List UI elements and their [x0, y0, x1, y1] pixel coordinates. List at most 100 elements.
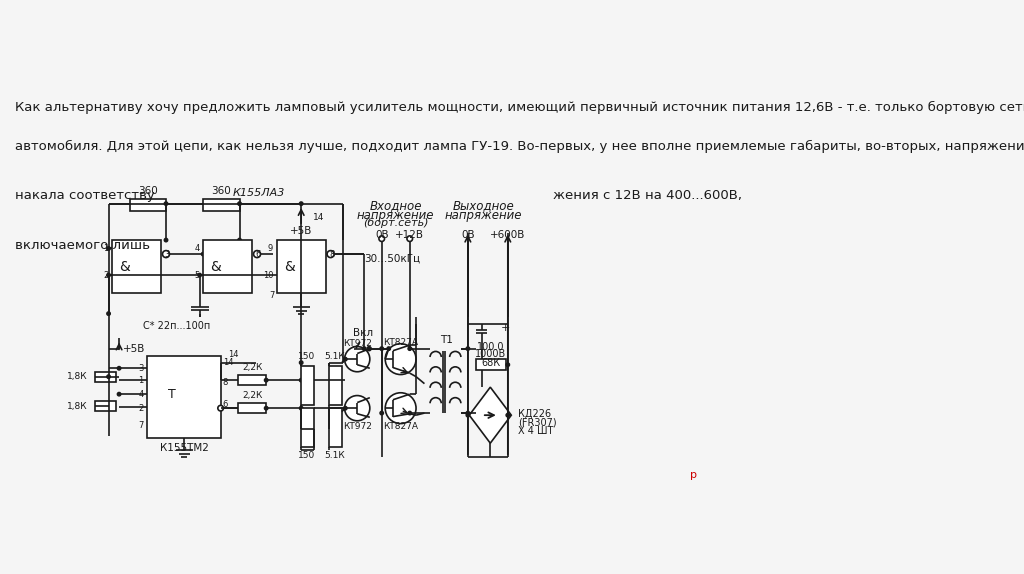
Text: автомобиля. Для этой цепи, как нельзя лучше, подходит лампа ГУ-19. Во-первых, у : автомобиля. Для этой цепи, как нельзя лу…	[15, 140, 1024, 153]
Bar	[239, 375, 266, 385]
Text: 150: 150	[298, 352, 315, 361]
Circle shape	[387, 347, 390, 350]
Text: 5.1К: 5.1К	[325, 451, 345, 460]
Text: 5.1К: 5.1К	[325, 352, 345, 361]
Circle shape	[379, 236, 385, 242]
Circle shape	[380, 347, 383, 350]
Circle shape	[385, 393, 416, 424]
Text: КТ972: КТ972	[343, 339, 372, 348]
Text: Х 4 ШТ: Х 4 ШТ	[518, 425, 554, 436]
Text: &: &	[120, 259, 130, 274]
Circle shape	[299, 361, 303, 364]
Text: +5В: +5В	[290, 226, 312, 236]
Text: напряжение: напряжение	[357, 208, 434, 222]
Bar	[476, 359, 506, 370]
Text: 3: 3	[138, 364, 143, 373]
Text: 0В: 0В	[375, 230, 388, 239]
Text: Вкл: Вкл	[352, 328, 373, 338]
Text: 360: 360	[138, 186, 158, 196]
Text: Т1: Т1	[440, 335, 454, 345]
Circle shape	[198, 273, 202, 277]
Circle shape	[264, 406, 268, 410]
Text: 6: 6	[256, 250, 261, 258]
Text: КД226: КД226	[518, 409, 552, 419]
Text: 68К: 68К	[481, 358, 501, 367]
Text: 14: 14	[227, 350, 239, 359]
Circle shape	[202, 253, 205, 256]
Circle shape	[238, 238, 242, 242]
Text: 2: 2	[103, 270, 109, 280]
Text: 2: 2	[138, 404, 143, 413]
Text: 8: 8	[223, 378, 228, 387]
Circle shape	[352, 347, 356, 351]
Text: 8: 8	[329, 250, 335, 258]
Text: Входное: Входное	[370, 199, 422, 212]
Circle shape	[344, 406, 347, 410]
Text: 3: 3	[165, 250, 170, 258]
Text: (борт.сеть): (борт.сеть)	[362, 218, 428, 228]
Text: Как альтернативу хочу предложить ламповый усилитель мощности, имеющий первичный : Как альтернативу хочу предложить ламповы…	[15, 102, 1024, 114]
Text: 360: 360	[212, 186, 231, 196]
Text: Т: Т	[168, 387, 175, 401]
Text: 100.0: 100.0	[476, 342, 504, 352]
Text: К155ТМ2: К155ТМ2	[160, 443, 209, 453]
Circle shape	[106, 312, 111, 315]
Circle shape	[466, 413, 470, 417]
Bar	[301, 408, 313, 447]
Text: 6: 6	[223, 400, 228, 409]
Circle shape	[408, 412, 412, 415]
Circle shape	[362, 347, 366, 350]
Circle shape	[407, 236, 413, 242]
Circle shape	[466, 412, 470, 415]
Bar	[203, 199, 240, 211]
Bar	[147, 356, 220, 439]
Text: 5: 5	[195, 270, 200, 280]
Polygon shape	[469, 387, 511, 443]
Circle shape	[164, 238, 168, 242]
Text: 150: 150	[298, 451, 315, 460]
Text: С* 22п...100п: С* 22п...100п	[143, 321, 210, 331]
Bar	[329, 366, 342, 405]
Circle shape	[106, 273, 111, 277]
Text: Выходное: Выходное	[453, 199, 514, 212]
Bar	[239, 404, 266, 413]
Text: жения с 12В на 400...600В,: жения с 12В на 400...600В,	[553, 189, 742, 202]
Circle shape	[106, 375, 111, 378]
Text: включаемого лишь: включаемого лишь	[15, 239, 151, 251]
Bar	[329, 408, 342, 447]
Text: 1: 1	[103, 244, 109, 253]
Text: 0В: 0В	[461, 230, 475, 239]
Circle shape	[163, 251, 170, 258]
Text: 9: 9	[268, 244, 273, 253]
Text: 14: 14	[223, 358, 233, 367]
Circle shape	[408, 347, 412, 350]
Text: 7: 7	[269, 290, 274, 300]
Text: накала соответству: накала соответству	[15, 189, 156, 202]
Circle shape	[299, 202, 303, 205]
Circle shape	[118, 366, 121, 370]
Circle shape	[118, 393, 121, 396]
Circle shape	[327, 251, 334, 258]
Circle shape	[345, 395, 370, 421]
Text: К155ЛА3: К155ЛА3	[233, 188, 286, 198]
Circle shape	[254, 251, 260, 258]
Circle shape	[164, 202, 168, 205]
Text: &: &	[210, 259, 221, 274]
Circle shape	[385, 344, 416, 375]
Bar	[94, 401, 116, 411]
Text: 2,2К: 2,2К	[242, 391, 262, 400]
Circle shape	[345, 347, 370, 372]
Text: 1,8К: 1,8К	[67, 402, 87, 410]
Circle shape	[344, 358, 347, 361]
Circle shape	[106, 247, 111, 250]
Text: +12В: +12В	[395, 230, 424, 239]
Circle shape	[264, 378, 268, 382]
Bar	[276, 240, 326, 293]
Circle shape	[506, 363, 510, 366]
Text: 4: 4	[195, 244, 200, 253]
Text: +: +	[501, 323, 510, 332]
Circle shape	[466, 347, 470, 350]
Text: 30...50кГц: 30...50кГц	[365, 254, 420, 264]
Text: 10: 10	[263, 270, 273, 280]
Bar	[301, 366, 313, 405]
